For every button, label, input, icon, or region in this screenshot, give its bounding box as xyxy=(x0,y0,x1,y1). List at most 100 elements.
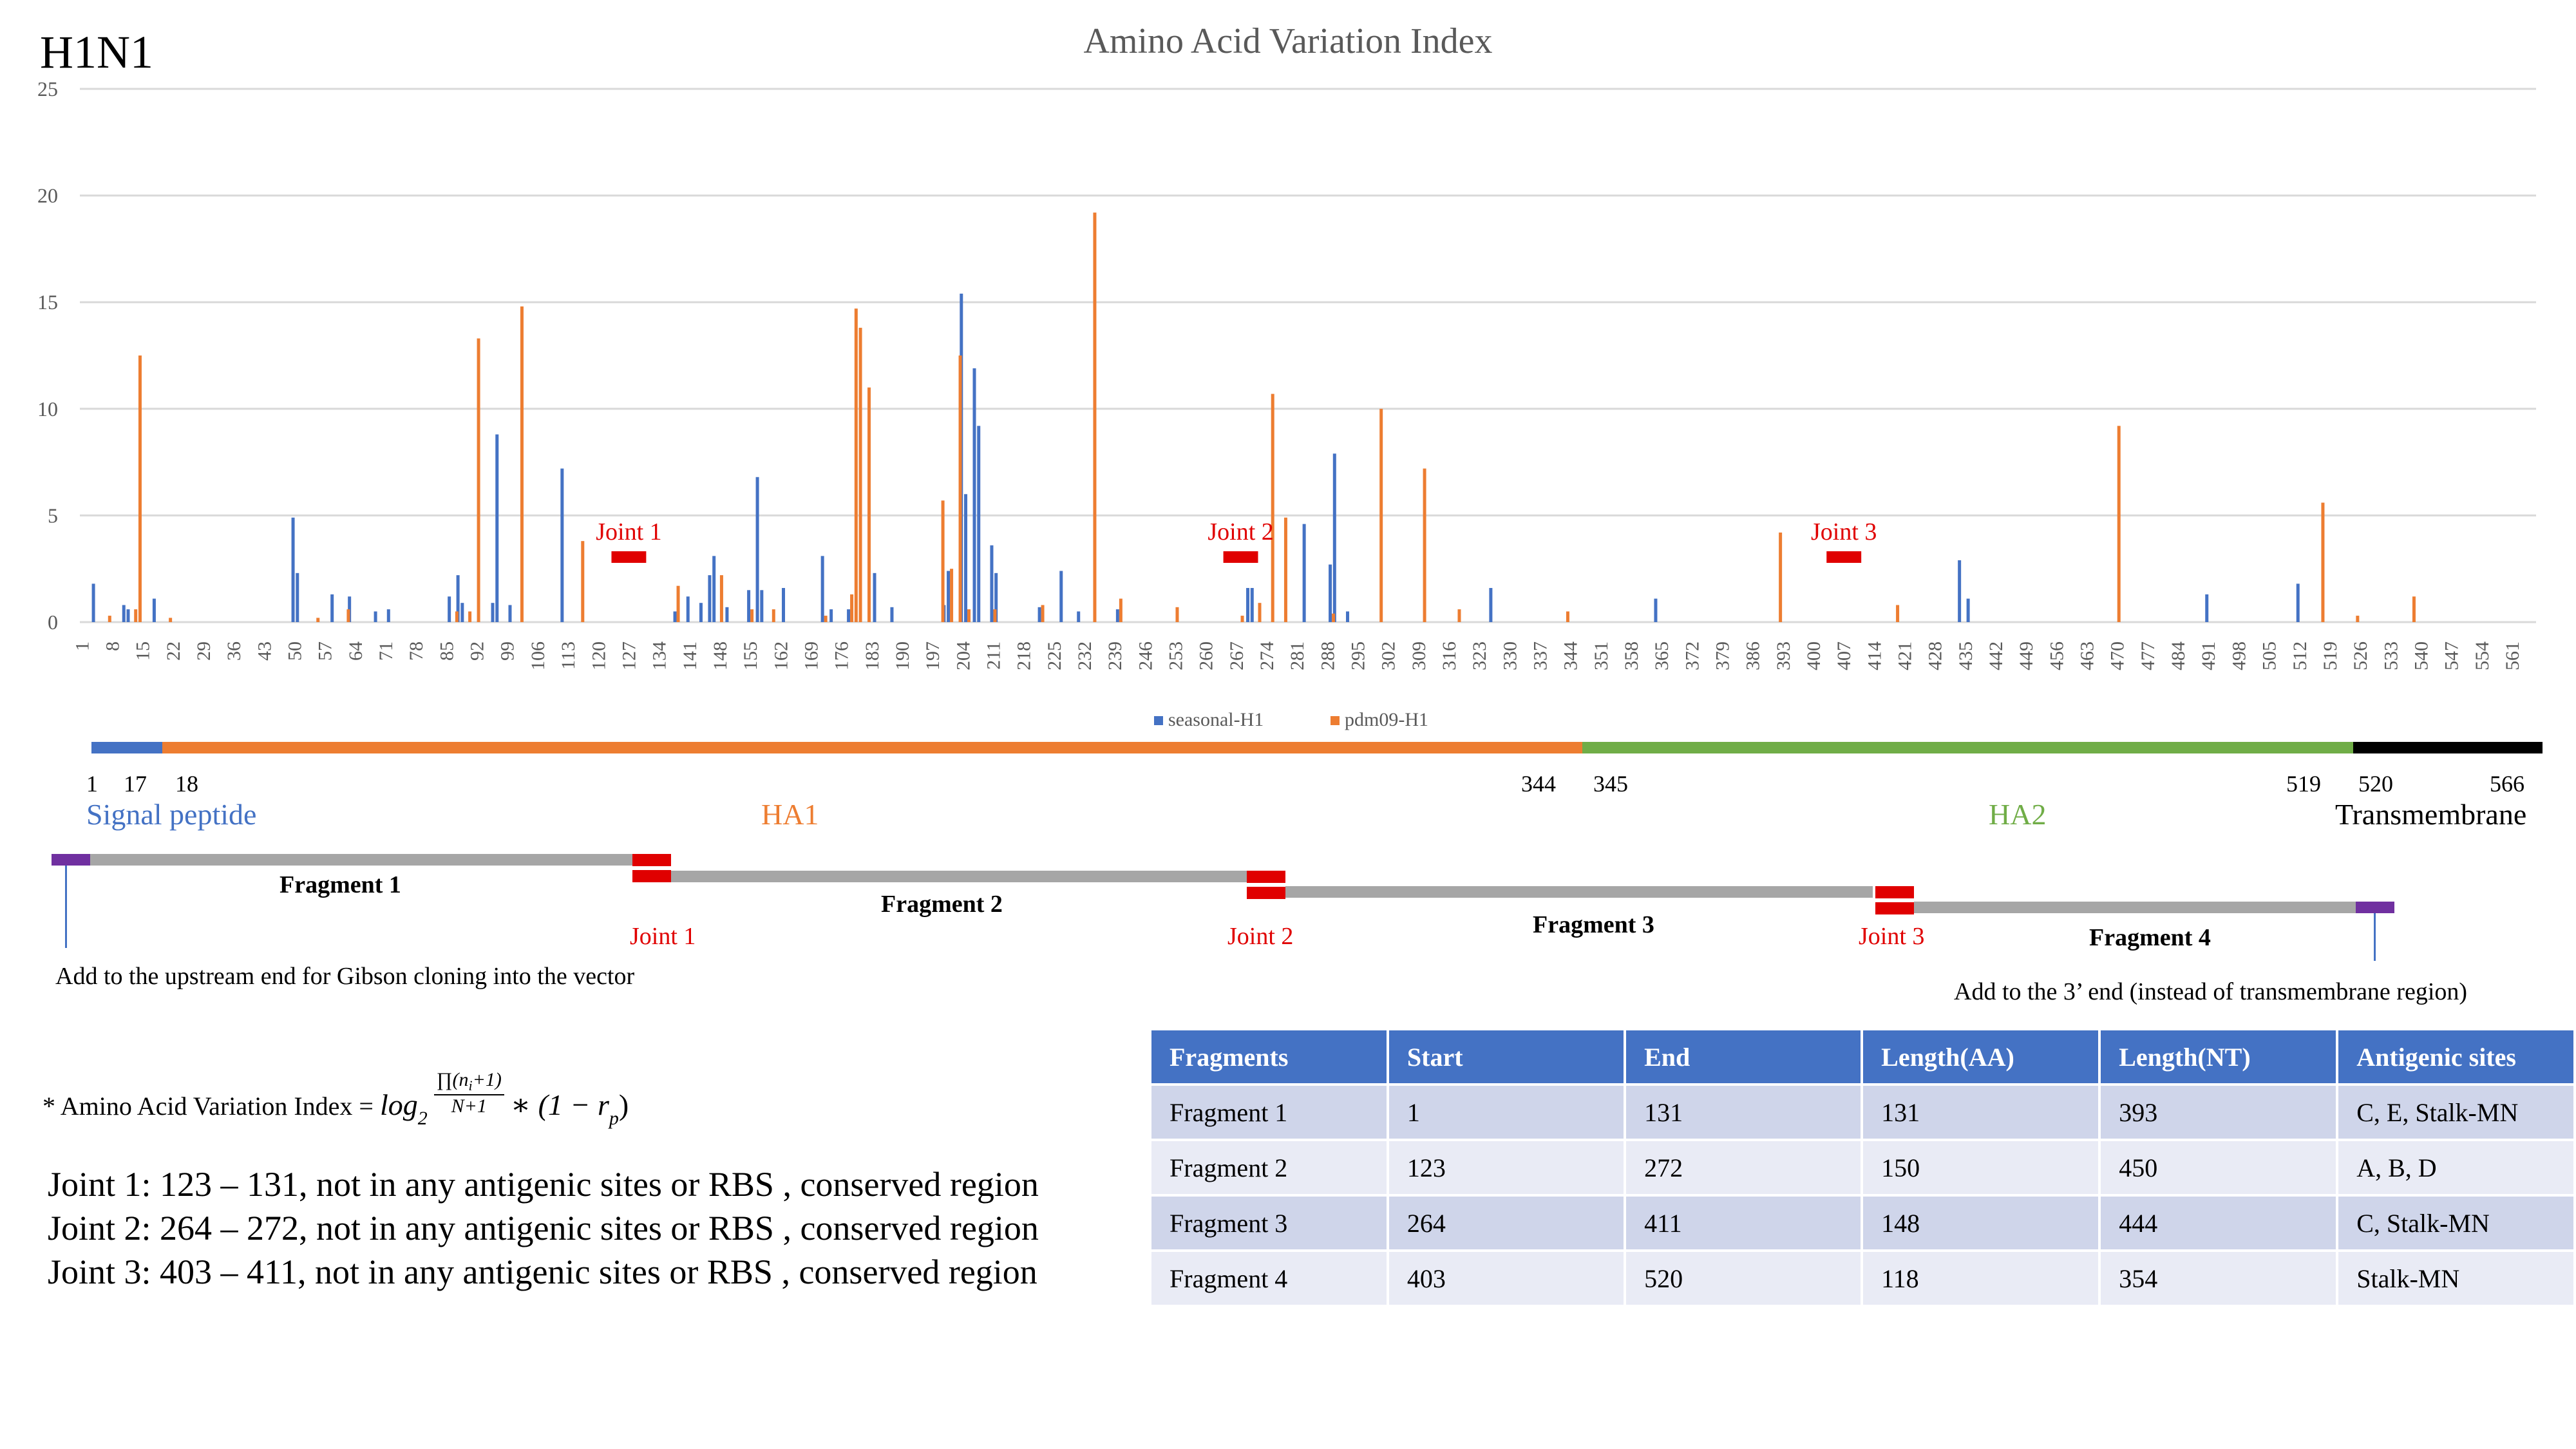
legend-label: pdm09-H1 xyxy=(1345,709,1428,730)
table-cell: 444 xyxy=(2098,1194,2339,1252)
bar-pdm09-h1 xyxy=(854,308,858,622)
x-tick-label: 232 xyxy=(1074,641,1095,670)
x-tick-label: 428 xyxy=(1925,641,1946,670)
downstream-note: Add to the 3’ end (instead of transmembr… xyxy=(1954,978,2468,1005)
x-tick-label: 260 xyxy=(1196,641,1217,670)
bar-seasonal-h1 xyxy=(460,603,464,622)
joint-1-box xyxy=(632,854,671,882)
joint-note-1: Joint 1: 123 – 131, not in any antigenic… xyxy=(48,1165,1039,1204)
table-cell: 354 xyxy=(2098,1249,2339,1307)
joint-marker xyxy=(1223,551,1258,563)
bar-seasonal-h1 xyxy=(91,583,95,622)
bar-seasonal-h1 xyxy=(1037,607,1041,622)
x-tick-label: 477 xyxy=(2137,641,2159,670)
table-cell: 450 xyxy=(2098,1139,2339,1197)
table-cell: 123 xyxy=(1386,1139,1627,1197)
domain-signal-start: 1 xyxy=(86,771,98,797)
x-tick-label: 183 xyxy=(862,641,883,670)
joint-2-box-gap xyxy=(1247,883,1285,887)
bar-pdm09-h1 xyxy=(1423,468,1426,622)
x-tick-label: 92 xyxy=(467,641,488,661)
bar-seasonal-h1 xyxy=(122,605,126,622)
legend-swatch xyxy=(1331,716,1340,725)
x-tick-label: 211 xyxy=(983,641,1004,670)
x-tick-label: 547 xyxy=(2441,641,2463,670)
table-cell: 411 xyxy=(1624,1194,1864,1252)
table-cell: C, Stalk-MN xyxy=(2336,1194,2576,1252)
bar-seasonal-h1 xyxy=(1059,571,1063,622)
bar-pdm09-h1 xyxy=(1779,532,1783,622)
bar-seasonal-h1 xyxy=(673,611,677,622)
bar-pdm09-h1 xyxy=(1271,393,1274,622)
bar-pdm09-h1 xyxy=(108,616,111,622)
x-tick-label: 421 xyxy=(1895,641,1916,670)
bar-seasonal-h1 xyxy=(847,609,851,622)
x-tick-label: 519 xyxy=(2320,641,2341,670)
bar-seasonal-h1 xyxy=(126,609,130,622)
bar-seasonal-h1 xyxy=(1077,611,1081,622)
domain-ha1-start: 18 xyxy=(175,771,198,797)
x-tick-label: 316 xyxy=(1439,641,1460,670)
bar-seasonal-h1 xyxy=(1346,611,1350,622)
x-tick-label: 526 xyxy=(2350,641,2371,670)
domain-ha2-segment xyxy=(1582,742,2353,753)
bar-pdm09-h1 xyxy=(824,616,828,622)
bar-pdm09-h1 xyxy=(1119,598,1122,622)
x-tick-label: 323 xyxy=(1469,641,1490,670)
table-header-cell: Start xyxy=(1386,1028,1627,1086)
y-tick-label: 5 xyxy=(48,504,58,527)
formula-suffix-sub: p xyxy=(609,1108,619,1129)
x-tick-label: 64 xyxy=(345,641,366,661)
joint-1-box-gap xyxy=(632,866,671,870)
bar-seasonal-h1 xyxy=(508,605,512,622)
bar-pdm09-h1 xyxy=(719,575,723,622)
x-tick-label: 253 xyxy=(1165,641,1186,670)
table-header-cell: End xyxy=(1624,1028,1864,1086)
bar-pdm09-h1 xyxy=(676,585,680,622)
bar-seasonal-h1 xyxy=(1332,453,1336,622)
table-cell: A, B, D xyxy=(2336,1139,2576,1197)
x-tick-label: 8 xyxy=(102,641,124,651)
formula-numerator: ∏(ni+1) xyxy=(433,1069,504,1095)
bar-seasonal-h1 xyxy=(1958,560,1962,622)
bar-pdm09-h1 xyxy=(750,609,754,622)
formula-denominator: N+1 xyxy=(451,1095,487,1117)
x-tick-label: 393 xyxy=(1773,641,1794,670)
joint-3-box-gap xyxy=(1875,898,1914,902)
table-row: Fragment 2 123 272 150 450 A, B, D xyxy=(1149,1139,2576,1197)
x-tick-label: 162 xyxy=(770,641,791,670)
bar-seasonal-h1 xyxy=(495,434,499,622)
domain-ha1-name: HA1 xyxy=(761,798,819,831)
table-header-cell: Fragments xyxy=(1149,1028,1389,1086)
x-tick-label: 57 xyxy=(315,641,336,661)
bar-seasonal-h1 xyxy=(152,598,156,622)
legend-swatch xyxy=(1154,716,1163,725)
bar-seasonal-h1 xyxy=(725,607,729,622)
x-tick-label: 309 xyxy=(1408,641,1430,670)
upstream-line xyxy=(65,866,67,948)
bar-seasonal-h1 xyxy=(2296,583,2300,622)
domain-signal-end: 17 xyxy=(124,771,147,797)
bar-seasonal-h1 xyxy=(1966,598,1970,622)
bar-pdm09-h1 xyxy=(1240,616,1244,622)
table-cell: 272 xyxy=(1624,1139,1864,1197)
x-tick-label: 337 xyxy=(1530,641,1551,670)
table-cell: Fragment 1 xyxy=(1149,1083,1389,1141)
x-tick-label: 113 xyxy=(558,641,579,670)
fragment-2-label: Fragment 2 xyxy=(881,891,1003,918)
bar-seasonal-h1 xyxy=(755,477,759,622)
chart-title: Amino Acid Variation Index xyxy=(1083,21,1492,61)
bar-seasonal-h1 xyxy=(977,426,981,622)
domain-tm-segment xyxy=(2353,742,2543,753)
table-row: Fragment 3 264 411 148 444 C, Stalk-MN xyxy=(1149,1194,2576,1252)
bar-seasonal-h1 xyxy=(456,575,460,622)
joint-3-label: Joint 3 xyxy=(1859,923,1925,950)
fragment-3-label: Fragment 3 xyxy=(1533,911,1654,938)
x-tick-label: 155 xyxy=(740,641,761,670)
bar-pdm09-h1 xyxy=(1566,611,1569,622)
bar-seasonal-h1 xyxy=(686,596,690,622)
x-tick-label: 561 xyxy=(2502,641,2523,670)
bar-pdm09-h1 xyxy=(455,611,459,622)
table-cell: Stalk-MN xyxy=(2336,1249,2576,1307)
y-tick-label: 10 xyxy=(37,397,58,421)
